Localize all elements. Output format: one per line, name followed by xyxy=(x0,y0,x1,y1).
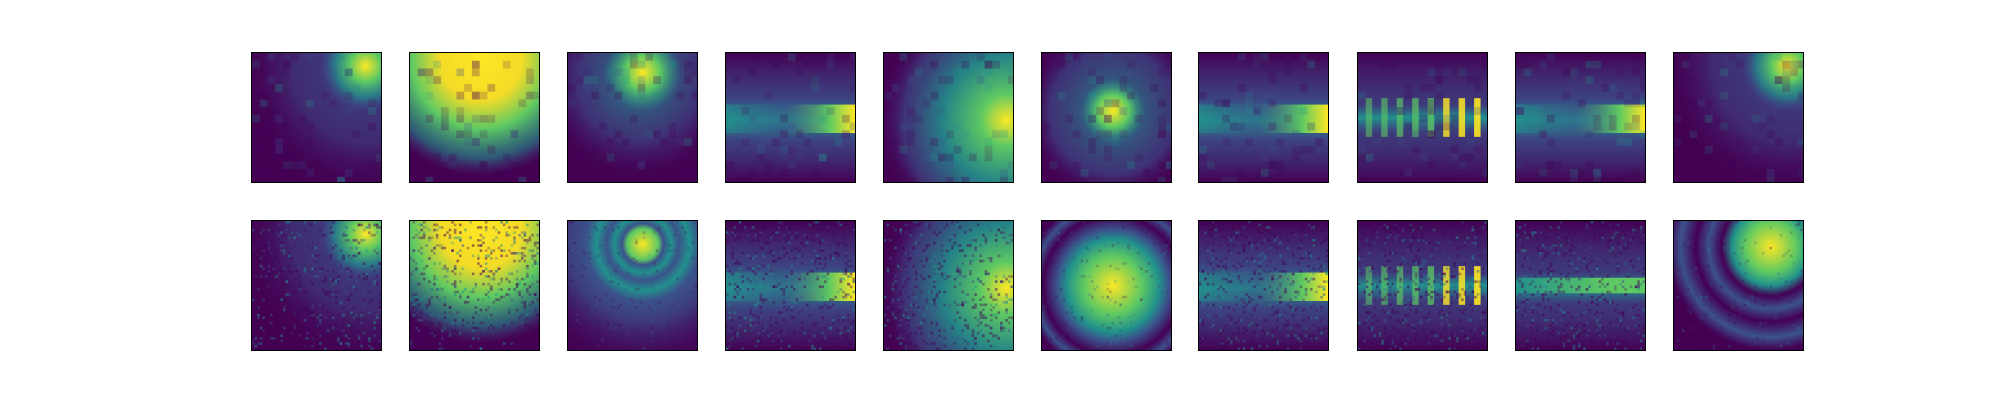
heatmap-image xyxy=(884,221,1013,350)
heatmap-panel-r1-c2 xyxy=(567,220,698,351)
heatmap-image xyxy=(1516,221,1645,350)
heatmap-image xyxy=(884,53,1013,182)
heatmap-panel-r0-c0 xyxy=(251,52,382,183)
heatmap-panel-r1-c5 xyxy=(1041,220,1172,351)
heatmap-panel-r1-c3 xyxy=(725,220,856,351)
heatmap-image xyxy=(410,221,539,350)
heatmap-image xyxy=(568,221,697,350)
heatmap-image xyxy=(410,53,539,182)
heatmap-image xyxy=(1199,53,1328,182)
heatmap-image xyxy=(252,221,381,350)
heatmap-panel-r0-c8 xyxy=(1515,52,1646,183)
heatmap-image xyxy=(1516,53,1645,182)
heatmap-panel-r0-c3 xyxy=(725,52,856,183)
heatmap-panel-r1-c6 xyxy=(1198,220,1329,351)
heatmap-panel-r1-c4 xyxy=(883,220,1014,351)
heatmap-panel-r0-c9 xyxy=(1673,52,1804,183)
heatmap-panel-r0-c2 xyxy=(567,52,698,183)
heatmap-panel-r0-c7 xyxy=(1357,52,1488,183)
heatmap-panel-r0-c5 xyxy=(1041,52,1172,183)
heatmap-image xyxy=(1042,53,1171,182)
heatmap-image xyxy=(726,221,855,350)
heatmap-image xyxy=(1358,221,1487,350)
heatmap-panel-r1-c7 xyxy=(1357,220,1488,351)
heatmap-image xyxy=(1042,221,1171,350)
heatmap-panel-r0-c6 xyxy=(1198,52,1329,183)
heatmap-image xyxy=(1674,53,1803,182)
heatmap-image xyxy=(1674,221,1803,350)
heatmap-image xyxy=(252,53,381,182)
heatmap-image xyxy=(568,53,697,182)
heatmap-panel-r1-c0 xyxy=(251,220,382,351)
heatmap-panel-r1-c9 xyxy=(1673,220,1804,351)
heatmap-image xyxy=(1199,221,1328,350)
heatmap-panel-r1-c1 xyxy=(409,220,540,351)
heatmap-image xyxy=(1358,53,1487,182)
heatmap-panel-r0-c4 xyxy=(883,52,1014,183)
heatmap-panel-r0-c1 xyxy=(409,52,540,183)
heatmap-image xyxy=(726,53,855,182)
heatmap-panel-r1-c8 xyxy=(1515,220,1646,351)
